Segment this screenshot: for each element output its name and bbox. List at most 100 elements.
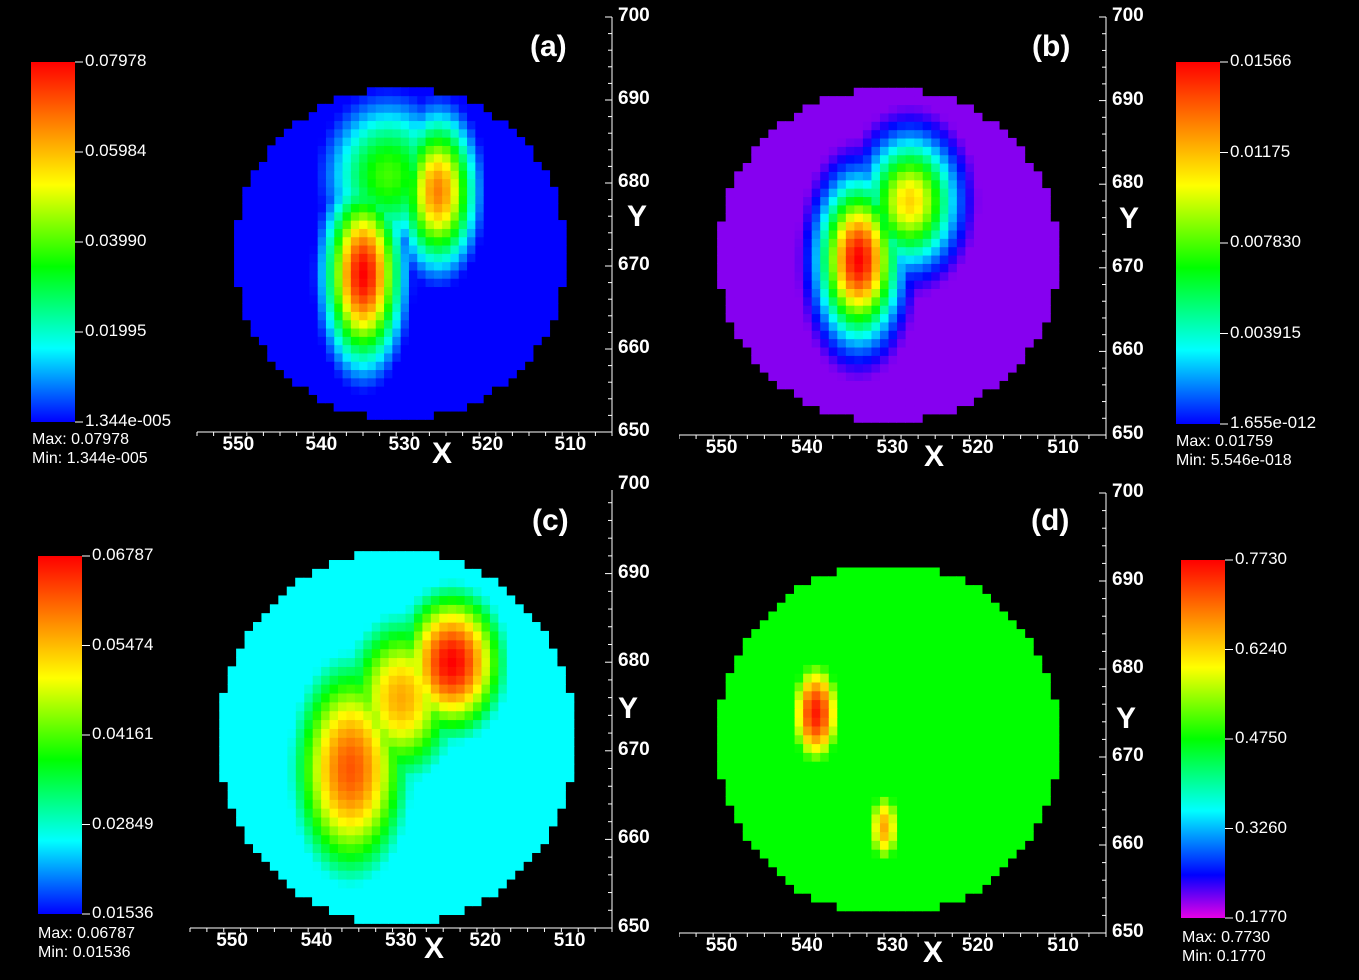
heatmap-cell — [1033, 188, 1043, 198]
heatmap-cell — [930, 405, 940, 415]
heatmap-cell — [391, 170, 401, 180]
heatmap-cell — [879, 87, 889, 97]
heatmap-cell — [879, 313, 889, 323]
heatmap-cell — [905, 699, 915, 709]
heatmap-cell — [388, 825, 398, 836]
heatmap-cell — [964, 805, 974, 815]
heatmap-cell — [466, 369, 476, 379]
heatmap-cell — [472, 630, 482, 641]
heatmap-cell — [328, 728, 338, 738]
heatmap-cell — [447, 710, 457, 721]
heatmap-cell — [998, 204, 1009, 214]
heatmap-cell — [742, 330, 752, 340]
heatmap-cell — [480, 763, 490, 774]
heatmap-cell — [441, 153, 451, 163]
heatmap-cell — [400, 178, 409, 188]
heatmap-cell — [491, 253, 501, 263]
heatmap-cell — [947, 796, 957, 806]
heatmap-cell — [464, 728, 474, 738]
heatmap-cell — [337, 887, 347, 898]
heatmap-cell — [751, 188, 761, 198]
heatmap-cell — [455, 577, 465, 588]
heatmap-cell — [887, 154, 898, 164]
heatmap-cell — [375, 261, 385, 271]
heatmap-cell — [253, 622, 263, 632]
heatmap-cell — [828, 188, 838, 198]
heatmap-cell — [464, 781, 474, 791]
heatmap-cell — [887, 699, 898, 709]
heatmap-cell — [438, 568, 448, 579]
heatmap-cell — [464, 675, 474, 685]
heatmap-cell — [939, 699, 949, 709]
heatmap-cell — [320, 639, 330, 650]
heatmap-cell — [396, 878, 406, 889]
heatmap-cell — [990, 363, 1000, 373]
heatmap-cell — [472, 870, 482, 880]
heatmap-cell — [785, 363, 795, 373]
heatmap-cell — [292, 286, 302, 296]
heatmap-cell — [998, 840, 1009, 850]
heatmap-cell — [819, 112, 829, 122]
heatmap-cell — [879, 388, 889, 398]
heatmap-cell — [491, 153, 501, 163]
heatmap-cell — [532, 220, 542, 229]
heatmap-cell — [725, 204, 735, 214]
heatmap-cell — [383, 394, 393, 404]
heatmap-cell — [308, 361, 318, 371]
heatmap-cell — [416, 145, 426, 155]
heatmap-cell — [483, 244, 492, 254]
heatmap-cell — [514, 639, 524, 650]
heatmap-cell — [1041, 204, 1051, 214]
heatmap-cell — [447, 622, 457, 632]
heatmap-cell — [424, 394, 434, 404]
heatmap-cell — [441, 186, 451, 196]
heatmap-cell — [793, 179, 804, 189]
heatmap-cell — [489, 613, 499, 623]
heatmap-cell — [483, 153, 492, 163]
heatmap-cell — [896, 708, 906, 718]
heatmap-cell — [862, 576, 872, 586]
heatmap-cell — [354, 790, 364, 800]
heatmap-cell — [303, 870, 313, 880]
heatmap-cell — [541, 286, 551, 296]
heatmap-cell — [362, 763, 372, 774]
heatmap-cell — [499, 344, 509, 354]
heatmap-cell — [742, 321, 752, 331]
heatmap-cell — [785, 221, 795, 231]
heatmap-cell — [303, 763, 313, 774]
heatmap-cell — [472, 763, 482, 774]
heatmap-cell — [896, 146, 906, 156]
heatmap-cell — [1041, 313, 1051, 323]
heatmap-cell — [261, 772, 271, 783]
heatmap-cell — [947, 875, 957, 885]
heatmap-cell — [292, 236, 302, 246]
heatmap-cell — [870, 271, 880, 281]
heatmap-cell — [433, 211, 443, 221]
heatmap-cell — [853, 593, 863, 604]
heatmap-cell — [497, 701, 507, 712]
heatmap-cell — [333, 244, 343, 254]
heatmap-cell — [514, 825, 524, 836]
heatmap-cell — [717, 280, 727, 289]
heatmap-cell — [956, 271, 966, 281]
heatmap-cell — [483, 220, 492, 229]
heatmap-cell — [862, 717, 872, 727]
heatmap-cell — [998, 620, 1009, 630]
heatmap-cell — [939, 171, 949, 181]
heatmap-cell — [905, 296, 915, 306]
heatmap-cell — [295, 737, 305, 747]
heatmap-cell — [734, 280, 744, 289]
heatmap-cell — [433, 402, 443, 412]
heatmap-cell — [725, 196, 735, 206]
heatmap-cell — [325, 286, 335, 296]
heatmap-cell — [539, 834, 549, 845]
heatmap-cell — [802, 305, 812, 315]
heatmap-cell — [366, 286, 376, 296]
heatmap-cell — [388, 586, 398, 597]
heatmap-cell — [870, 388, 880, 398]
heatmap-cell — [362, 843, 372, 853]
heatmap-cell — [930, 112, 940, 122]
heatmap-cell — [391, 161, 401, 171]
heatmap-cell — [261, 622, 271, 632]
heatmap-cell — [472, 843, 482, 853]
